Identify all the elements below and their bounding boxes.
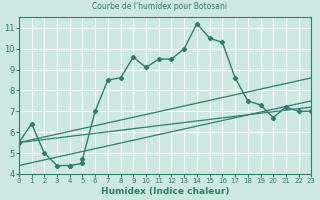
Text: Courbe de l'humidex pour Botosani: Courbe de l'humidex pour Botosani [92, 2, 228, 11]
X-axis label: Humidex (Indice chaleur): Humidex (Indice chaleur) [101, 187, 229, 196]
